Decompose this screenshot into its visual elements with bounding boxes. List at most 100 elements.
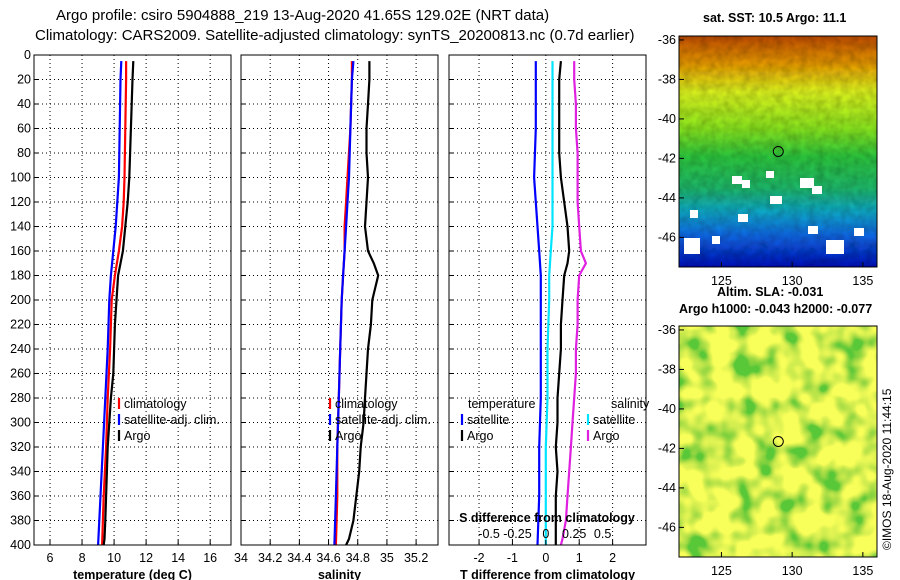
map-y-tick-label: -44 xyxy=(658,191,676,205)
y-tick-label: 160 xyxy=(10,244,31,258)
figure-title-line2: Climatology: CARS2009. Satellite-adjuste… xyxy=(35,27,634,44)
x-tick-label: 34.6 xyxy=(316,551,340,565)
series-line-satellite-adj-clim- xyxy=(97,61,123,546)
series-line-argo xyxy=(102,61,135,546)
series-line-salinity-satellite xyxy=(544,61,554,545)
sla-map-title-line1: Altim. SLA: -0.031 xyxy=(717,285,823,299)
sla-map-axes: 125 130 135 -36 -38 -40 -42 -44 -46 xyxy=(658,323,878,578)
y-tick-label: 340 xyxy=(10,465,31,479)
sst-map-image xyxy=(679,36,877,267)
x-tick-label: 2 xyxy=(609,551,616,565)
temperature-profile-panel: 6 8 10 12 14 16 temperature (deg C) 0 20 40 60 80 10… xyxy=(10,48,232,580)
map-frame xyxy=(678,325,878,558)
y-tick-label: 100 xyxy=(10,171,31,185)
y-tick-label: 200 xyxy=(10,293,31,307)
x-tick-label: 6 xyxy=(47,551,54,565)
y-tick-label: 40 xyxy=(17,97,31,111)
x-tick-label: 35 xyxy=(380,551,394,565)
s-tick-label: -0.5 xyxy=(478,527,500,541)
sst-map-data-gaps xyxy=(684,171,864,254)
series-line-satellite-adj-clim- xyxy=(333,61,355,546)
legend-argo-label: Argo xyxy=(124,429,150,443)
map-y-tick-label: -38 xyxy=(658,72,676,86)
legend-sal-satellite-label: satellite xyxy=(593,413,635,427)
y-tick-label: 120 xyxy=(10,195,31,209)
y-tick-label: 360 xyxy=(10,489,31,503)
x-tick-label: 16 xyxy=(203,551,217,565)
s-tick-label: 0.5 xyxy=(594,527,611,541)
imos-credit: ©IMOS 18-Aug-2020 11:44:15 xyxy=(880,388,894,550)
s-tick-label: 0 xyxy=(542,527,549,541)
y-tick-label: 80 xyxy=(17,146,31,160)
legend-temperature-heading: temperature xyxy=(468,397,535,411)
y-tick-label: 280 xyxy=(10,391,31,405)
y-tick-label: 260 xyxy=(10,367,31,381)
salinity-profile-panel: 34 34.2 34.4 34.6 34.8 35 35.2 salinity climatol… xyxy=(234,54,439,580)
x-axis-label: temperature (deg C) xyxy=(73,568,192,580)
sst-map-title: sat. SST: 10.5 Argo: 11.1 xyxy=(703,11,846,25)
legend-salinity-heading: salinity xyxy=(611,397,650,411)
map-y-tick-label: -36 xyxy=(658,323,676,337)
x-tick-label: 8 xyxy=(79,551,86,565)
y-tick-label: 0 xyxy=(24,48,31,62)
map-y-tick-label: -36 xyxy=(658,33,676,47)
legend-climatology-label: climatology xyxy=(335,397,398,411)
x-tick-label: 1 xyxy=(576,551,583,565)
legend-satellite-adj-label: satellite-adj. clim. xyxy=(124,413,220,427)
x-tick-label: 34.8 xyxy=(346,551,370,565)
figure-title-line1: Argo profile: csiro 5904888_219 13-Aug-2… xyxy=(56,7,549,24)
map-x-tick-label: 125 xyxy=(711,564,732,578)
y-tick-label: 20 xyxy=(17,73,31,87)
x-tick-label: 34 xyxy=(234,551,248,565)
s-difference-axis-label: S difference from climatology xyxy=(459,511,635,525)
x-tick-label: -2 xyxy=(473,551,484,565)
map-y-tick-label: -46 xyxy=(658,230,676,244)
map-y-tick-label: -40 xyxy=(658,402,676,416)
map-y-tick-label: -46 xyxy=(658,520,676,534)
x-tick-label: 14 xyxy=(171,551,185,565)
map-y-tick-label: -38 xyxy=(658,362,676,376)
map-y-tick-label: -44 xyxy=(658,481,676,495)
s-tick-label: 0.25 xyxy=(562,527,586,541)
plot-frame xyxy=(448,54,647,546)
map-y-tick-label: -40 xyxy=(658,112,676,126)
x-tick-label: 34.4 xyxy=(287,551,311,565)
argo-position-marker xyxy=(772,146,784,157)
sst-map-axes: 125 130 135 -36 -38 -40 -42 -44 -46 xyxy=(658,33,878,288)
series-line-salinity-argo xyxy=(559,61,588,546)
map-x-tick-label: 130 xyxy=(782,564,803,578)
difference-profile-panel: -2 -1 0 1 2 T difference from climatology temp… xyxy=(448,54,650,580)
x-axis-label: salinity xyxy=(318,568,361,580)
legend-satellite-adj-label: satellite-adj. clim. xyxy=(335,413,431,427)
s-tick-label: -0.25 xyxy=(503,527,532,541)
legend-sal-argo-label: Argo xyxy=(593,429,619,443)
x-tick-label: 12 xyxy=(139,551,153,565)
map-y-tick-label: -42 xyxy=(658,151,676,165)
series-line-argo xyxy=(345,61,380,546)
plot-frame xyxy=(33,54,232,546)
y-tick-label: 320 xyxy=(10,440,31,454)
y-tick-label: 240 xyxy=(10,342,31,356)
argo-position-marker xyxy=(772,436,784,447)
map-y-tick-label: -42 xyxy=(658,441,676,455)
y-tick-label: 180 xyxy=(10,269,31,283)
sla-map-title-line2: Argo h1000: -0.043 h2000: -0.077 xyxy=(679,302,872,316)
legend-temp-argo-label: Argo xyxy=(467,429,493,443)
series-line-temperature-satellite xyxy=(532,61,542,546)
map-x-tick-label: 125 xyxy=(711,274,732,288)
y-tick-label: 300 xyxy=(10,416,31,430)
series-line-temperature-argo xyxy=(554,60,571,545)
legend-argo-label: Argo xyxy=(335,429,361,443)
sla-map-image xyxy=(679,326,877,557)
x-tick-label: 10 xyxy=(107,551,121,565)
y-tick-label: 220 xyxy=(10,318,31,332)
y-tick-label: 400 xyxy=(10,538,31,552)
x-tick-label: 0 xyxy=(542,551,549,565)
legend-temp-satellite-label: satellite xyxy=(467,413,509,427)
x-tick-label: -1 xyxy=(507,551,518,565)
legend-climatology-label: climatology xyxy=(124,397,187,411)
series-line-climatology xyxy=(101,61,128,546)
y-tick-label: 380 xyxy=(10,514,31,528)
map-x-tick-label: 135 xyxy=(852,274,873,288)
